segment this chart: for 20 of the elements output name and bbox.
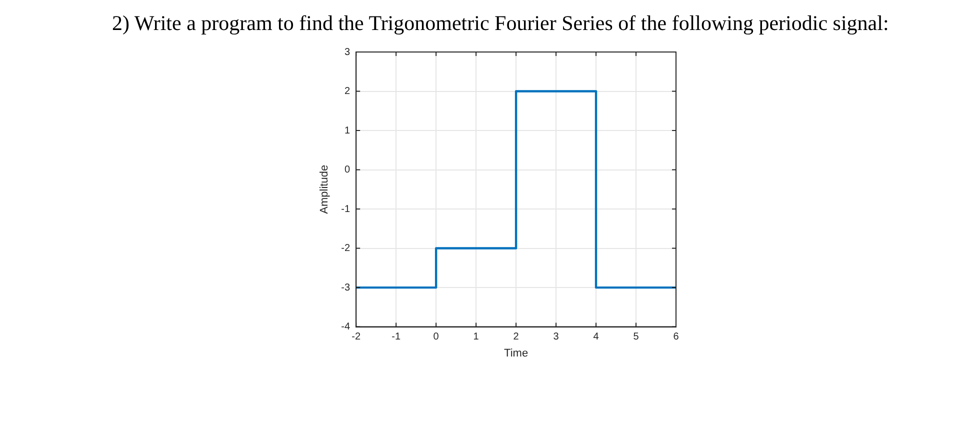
y-tick-label: -4 bbox=[341, 322, 351, 333]
x-tick-label: 1 bbox=[473, 332, 480, 343]
y-tick-label: 3 bbox=[344, 46, 351, 58]
x-tick-label: 3 bbox=[553, 332, 560, 343]
chart-title: 2) Write a program to find the Trigonometric Fourier Series of the following periodic signal: bbox=[111, 10, 890, 37]
x-axis-title: Time bbox=[504, 347, 528, 360]
x-tick-label: 4 bbox=[593, 332, 600, 343]
x-tick-label: -2 bbox=[352, 332, 361, 343]
y-tick-label: -3 bbox=[341, 282, 351, 294]
x-tick-label: 6 bbox=[673, 332, 680, 343]
y-tick-label: -2 bbox=[341, 243, 351, 254]
x-tick-label: 0 bbox=[433, 332, 440, 343]
y-tick-label: 1 bbox=[344, 125, 351, 136]
x-tick-label: 2 bbox=[513, 332, 520, 343]
x-tick-label: -1 bbox=[392, 332, 401, 343]
y-axis-title: Amplitude bbox=[318, 164, 331, 214]
y-tick-label: 0 bbox=[344, 164, 351, 176]
y-tick-label: -1 bbox=[341, 204, 351, 215]
y-tick-label: 2 bbox=[344, 86, 351, 98]
x-tick-label: 5 bbox=[633, 332, 640, 343]
